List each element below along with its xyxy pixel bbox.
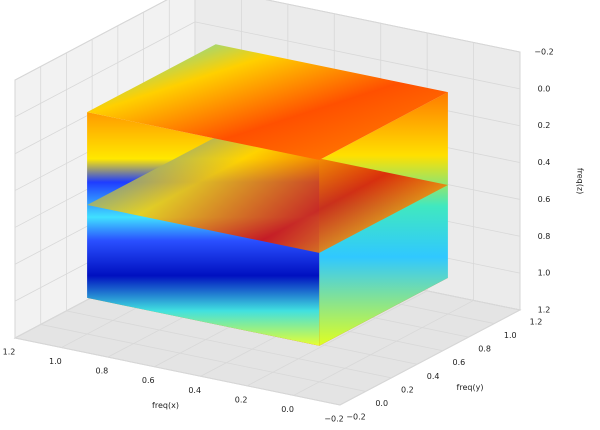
x-tick-label: 0.4 bbox=[188, 386, 201, 395]
x-tick-label: 0.2 bbox=[235, 395, 248, 404]
grid-line bbox=[14, 21, 196, 118]
x-tick-label: 0.6 bbox=[142, 376, 155, 385]
z-tick-label: 0.6 bbox=[538, 195, 551, 204]
y-tick-label: 0.0 bbox=[375, 399, 388, 408]
grid-line bbox=[40, 324, 366, 392]
grid-line bbox=[339, 309, 521, 406]
grid-line bbox=[194, 21, 521, 90]
grid-line bbox=[265, 0, 521, 53]
z-axis-label: freq(z) bbox=[576, 168, 585, 194]
grid-line bbox=[14, 0, 168, 81]
y-tick-label: 1.0 bbox=[504, 331, 517, 340]
surface-slice bbox=[87, 44, 448, 160]
y-tick-label: 0.8 bbox=[478, 345, 491, 354]
x-tick-label: 1.2 bbox=[3, 348, 16, 357]
grid-line bbox=[293, 300, 474, 396]
grid-line bbox=[14, 337, 341, 406]
y-tick-label: −0.2 bbox=[346, 413, 365, 422]
y-tick-label: 1.2 bbox=[530, 318, 543, 327]
z-tick-label: 0.0 bbox=[538, 84, 551, 93]
z-tick-label: 0.8 bbox=[538, 232, 551, 241]
x-tick-label: 0.8 bbox=[95, 367, 108, 376]
z-tick-label: 0.4 bbox=[538, 158, 551, 167]
grid-line bbox=[246, 290, 428, 387]
surface bbox=[87, 44, 448, 346]
y-axis-label: freq(y) bbox=[457, 383, 484, 392]
x-tick-label: 1.0 bbox=[49, 357, 62, 366]
grid-line bbox=[66, 310, 392, 379]
z-tick-label: 1.0 bbox=[538, 269, 551, 278]
y-tick-label: 0.4 bbox=[427, 372, 440, 381]
x-tick-label: −0.2 bbox=[324, 415, 343, 424]
z-tick-label: 1.2 bbox=[538, 306, 551, 315]
surface-slice bbox=[87, 137, 448, 253]
x-axis-label: freq(x) bbox=[152, 401, 179, 410]
y-tick-label: 0.6 bbox=[452, 358, 465, 367]
x-tick-label: 0.0 bbox=[281, 405, 294, 414]
y-tick-label: 0.2 bbox=[401, 385, 414, 394]
z-tick-label: 0.2 bbox=[538, 121, 551, 130]
z-tick-label: −0.2 bbox=[534, 48, 553, 57]
labels: −0.2 0.0 0.2 0.4 0.6 0.8 1.0 1.2 −0.2 0.0 0.2 0.4 0.… bbox=[3, 48, 554, 424]
